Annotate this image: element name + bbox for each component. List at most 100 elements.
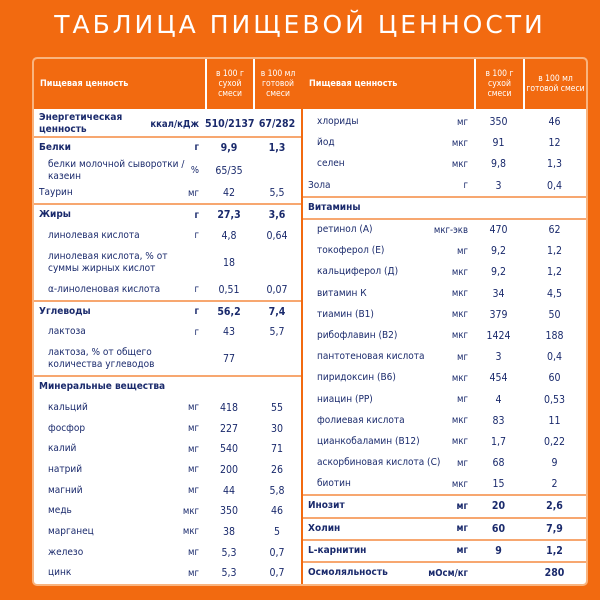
nutrition-table: Пищевая ценность в 100 г сухой смеси в 1…: [32, 57, 588, 586]
value-ready: 12: [548, 137, 561, 150]
value-dry: 418: [219, 401, 239, 414]
value-dry: 83: [492, 414, 505, 427]
row-name: фолиевая кислота: [317, 414, 405, 426]
table-row: медь мкг 350 46: [34, 501, 301, 522]
row-unit: мкг: [451, 330, 468, 342]
row-unit: мг: [188, 567, 199, 579]
value-dry: 454: [489, 372, 508, 385]
row-unit: мкг-экв: [433, 224, 468, 236]
table-row: линолевая кислота, % от суммы жирных кис…: [34, 247, 301, 280]
value-dry: 38: [222, 525, 236, 538]
table-row: Осмоляльность мОсм/кг 280: [303, 563, 586, 584]
table-row: фолиевая кислота мкг 83 11: [303, 411, 586, 432]
row-name: лактоза: [48, 326, 86, 338]
row-name: пантотеновая кислота: [317, 351, 425, 363]
value-ready: 46: [270, 505, 284, 518]
value-dry: 9,2: [490, 266, 507, 279]
value-ready: 11: [548, 414, 561, 427]
row-unit: мг: [188, 187, 199, 199]
value-ready: 30: [270, 422, 284, 435]
row-name: ниацин (РР): [317, 393, 373, 405]
table-row: ретинол (А) мкг-экв 470 62: [303, 220, 586, 241]
value-ready: 46: [548, 116, 561, 129]
value-dry: 42: [222, 187, 236, 200]
table-row: цинк мг 5,3 0,7: [34, 563, 301, 584]
value-ready: 1,3: [268, 141, 286, 154]
value-ready: 2,6: [546, 500, 563, 513]
value-dry: 0,51: [218, 283, 240, 296]
value-dry: 27,3: [217, 209, 241, 222]
value-dry: 9,8: [490, 158, 507, 171]
table-row: Инозит мг 20 2,6: [303, 496, 586, 519]
value-ready: 26: [270, 463, 284, 476]
row-name: марганец: [48, 525, 94, 537]
value-dry: 227: [219, 422, 239, 435]
header-col1: в 100 г сухой смеси: [205, 59, 253, 109]
row-unit: г: [194, 230, 200, 242]
row-name: калий: [48, 443, 77, 455]
row-name: ретинол (А): [317, 224, 373, 236]
row-unit: мг: [188, 464, 199, 476]
row-name: линолевая кислота, % от суммы жирных кис…: [48, 250, 168, 274]
table-left: Пищевая ценность в 100 г сухой смеси в 1…: [34, 59, 303, 584]
row-unit: мг: [456, 523, 468, 535]
row-name: кальций: [48, 401, 88, 413]
value-ready: 0,53: [543, 393, 566, 406]
row-unit: мг: [457, 351, 468, 363]
row-unit: г: [194, 142, 199, 154]
value-ready: 60: [548, 372, 561, 385]
row-unit: мг: [457, 457, 468, 469]
value-dry: 379: [489, 308, 508, 321]
row-unit: мкг: [451, 309, 468, 321]
row-unit: мкг: [451, 158, 468, 170]
table-row: натрий мг 200 26: [34, 460, 301, 481]
row-unit: мОсм/кг: [428, 567, 468, 579]
table-row: аскорбиновая кислота (С) мг 68 9: [303, 453, 586, 474]
value-ready: 55: [270, 401, 284, 414]
row-unit: ккал/кДж: [150, 118, 199, 130]
value-ready: 67/282: [258, 118, 296, 130]
table-row: рибофлавин (В2) мкг 1424 188: [303, 326, 586, 347]
row-unit: мг: [188, 402, 199, 414]
row-name: α-линоленовая кислота: [48, 283, 161, 295]
row-name: Углеводы: [39, 305, 91, 317]
value-dry: 5,3: [221, 546, 237, 559]
table-row: железо мг 5,3 0,7: [34, 543, 301, 564]
table-row: Холин мг 60 7,9: [303, 519, 586, 541]
table-header: Пищевая ценность в 100 г сухой смеси в 1…: [34, 59, 301, 109]
row-name: Зола: [308, 179, 331, 191]
value-dry: 4,8: [221, 229, 237, 242]
row-unit: мкг: [451, 478, 468, 490]
header-col1: в 100 г сухой смеси: [474, 59, 523, 109]
value-ready: 5: [273, 525, 280, 538]
row-name: Холин: [308, 522, 341, 534]
table-row: тиамин (В1) мкг 379 50: [303, 305, 586, 326]
row-unit: мг: [188, 547, 199, 559]
table-row: Таурин мг 42 5,5: [34, 184, 301, 206]
value-ready: 2: [551, 478, 558, 491]
value-dry: 1424: [486, 329, 511, 342]
row-unit: мкг: [451, 415, 468, 427]
value-dry: 68: [492, 457, 505, 470]
table-row: белки молочной сыворотки / казеин% 65/35: [34, 159, 301, 184]
row-name: витамин К: [317, 287, 367, 299]
value-ready: 7,9: [546, 522, 563, 535]
value-dry: 470: [489, 224, 508, 237]
value-dry: 56,2: [217, 305, 241, 318]
table-row: пиридоксин (В6) мкг 454 60: [303, 368, 586, 389]
row-name: железо: [48, 546, 84, 558]
row-name: Белки: [39, 141, 71, 153]
row-name: биотин: [317, 478, 351, 490]
table-row: линолевая кислота г 4,8 0,64: [34, 226, 301, 247]
value-ready: 4,5: [546, 287, 563, 300]
table-row: Энергетическая ценность ккал/кДж 510/2137 6…: [34, 112, 301, 138]
table-row: пантотеновая кислота мг 3 0,4: [303, 347, 586, 368]
row-unit: мкг: [451, 137, 468, 149]
row-name: линолевая кислота: [48, 229, 140, 241]
table-row: Жиры г 27,3 3,6: [34, 205, 301, 226]
row-unit: мкг: [451, 288, 468, 300]
row-name: Инозит: [308, 500, 345, 512]
value-dry: 350: [219, 505, 239, 518]
value-dry: 43: [222, 326, 236, 339]
value-ready: 7,4: [268, 305, 286, 318]
